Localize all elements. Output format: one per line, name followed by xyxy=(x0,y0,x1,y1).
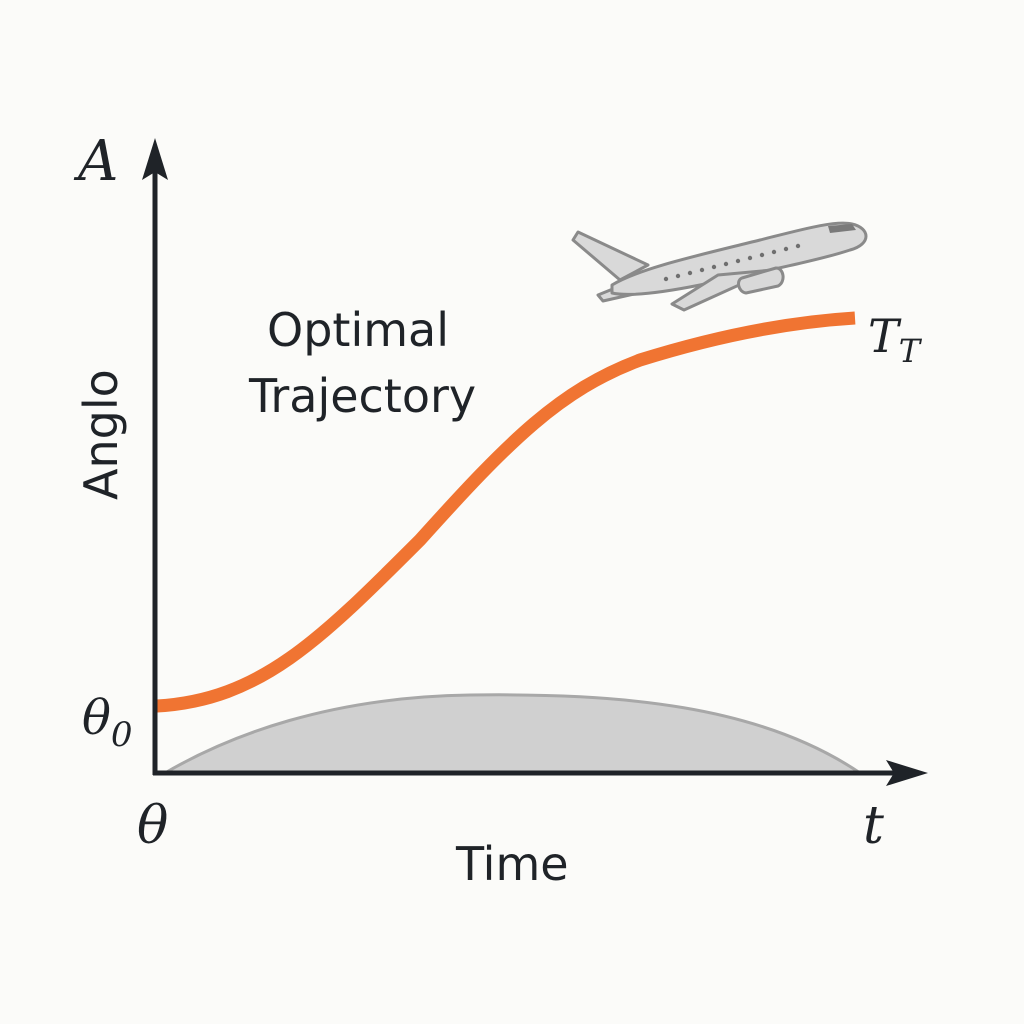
airplane-fuselage xyxy=(610,221,868,296)
x-axis-label: Time xyxy=(455,837,569,891)
curve-end-label: TT xyxy=(868,309,923,370)
optimal-trajectory-curve xyxy=(156,311,856,713)
start-value-subscript: 0 xyxy=(111,715,133,755)
y-axis-symbol: A xyxy=(73,129,118,194)
airplane-windows xyxy=(663,243,801,282)
airplane-cockpit xyxy=(828,224,856,233)
diagram-title-line-2: Trajectory xyxy=(248,369,476,423)
y-axis-label: Anglo xyxy=(74,369,128,500)
start-value-label: θ0 xyxy=(82,690,133,755)
curve-end-symbol: T xyxy=(868,309,902,363)
x-axis-end-symbol: t xyxy=(863,796,884,856)
y-axis-arrowhead xyxy=(142,138,168,180)
ground-hill xyxy=(159,693,865,775)
start-value-symbol: θ xyxy=(82,690,111,746)
diagram-title-line-1: Optimal xyxy=(267,303,449,357)
diagram-title: Optimal Trajectory xyxy=(248,303,476,423)
airplane-icon xyxy=(571,221,868,312)
airplane-engine xyxy=(737,266,785,295)
x-axis-arrowhead xyxy=(886,760,928,786)
origin-symbol: θ xyxy=(137,796,168,856)
curve-end-subscript: T xyxy=(899,332,923,370)
